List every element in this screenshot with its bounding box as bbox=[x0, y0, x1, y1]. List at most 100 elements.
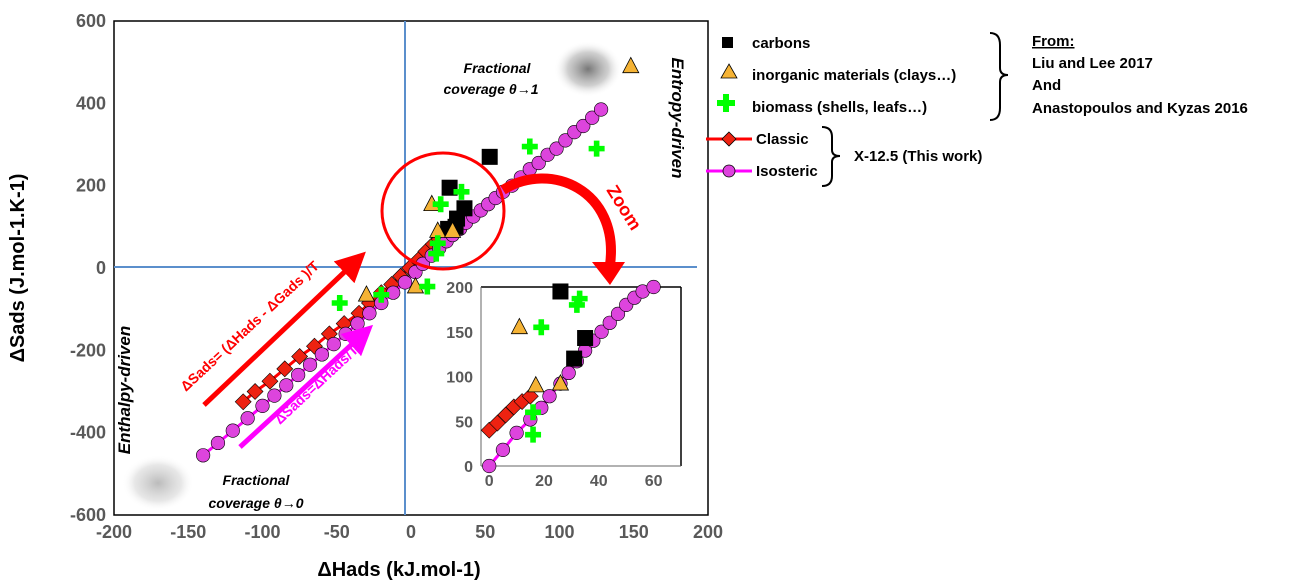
main-x-tick-label: 100 bbox=[544, 522, 574, 542]
inset-isosteric-point bbox=[495, 442, 511, 457]
inset-axis-ticks: 0 20 40 60 200 150 100 50 0 bbox=[446, 280, 662, 490]
main-isosteric-point bbox=[558, 133, 573, 148]
main-x-tick-label: 0 bbox=[406, 522, 416, 542]
inset-y-tick-label: 50 bbox=[455, 414, 473, 431]
inset-biomass-shells-leafs-point bbox=[568, 296, 585, 313]
main-x-tick-label: 50 bbox=[475, 522, 495, 542]
main-classic-point bbox=[261, 372, 279, 390]
main-biomass-shells-leafs-point bbox=[429, 235, 446, 252]
legend-icon-biomass bbox=[717, 94, 735, 112]
legend: carbons inorganic materials (clays…) bio… bbox=[706, 35, 956, 180]
this-work-bracket bbox=[821, 126, 841, 187]
legend-icon-isosteric bbox=[722, 164, 736, 178]
main-isosteric-point bbox=[196, 448, 211, 463]
inset-carbons-point bbox=[552, 283, 569, 300]
source-line-3: Anastopoulos and Kyzas 2016 bbox=[1032, 100, 1248, 117]
legend-icon-carbons bbox=[722, 37, 733, 48]
this-work-label: X-12.5 (This work) bbox=[854, 148, 982, 165]
main-x-tick-label: -200 bbox=[96, 522, 132, 542]
main-isosteric-point bbox=[585, 110, 600, 125]
main-x-tick-label: -150 bbox=[170, 522, 206, 542]
main-biomass-shells-leafs-point bbox=[419, 278, 436, 295]
inset-inorganic-materials-clays-point bbox=[510, 317, 529, 335]
inset-y-tick-label: 100 bbox=[446, 370, 473, 387]
classic-arrow bbox=[202, 251, 366, 407]
main-isosteric-point bbox=[362, 306, 377, 321]
legend-label-isosteric: Isosteric bbox=[756, 163, 818, 180]
y-axis-title: ΔSads (J.mol-1.K-1) bbox=[7, 174, 29, 363]
zoom-arrow bbox=[500, 173, 616, 266]
main-y-tick-label: 0 bbox=[96, 258, 106, 278]
main-y-tick-label: -200 bbox=[70, 340, 106, 360]
main-y-tick-label: 600 bbox=[76, 11, 106, 31]
inset-isosteric-point bbox=[646, 279, 661, 295]
main-isosteric-point bbox=[350, 316, 365, 331]
inset-carbons-point bbox=[566, 350, 583, 367]
main-classic-point bbox=[234, 393, 252, 411]
entropy-driven-label: Entropy-driven bbox=[668, 58, 687, 179]
main-isosteric-point bbox=[326, 337, 341, 352]
frac1-line1: Fractional bbox=[464, 60, 532, 76]
main-biomass-shells-leafs-point bbox=[331, 294, 348, 311]
inset-y-tick-label: 200 bbox=[446, 280, 473, 297]
inset-isosteric-point bbox=[561, 365, 576, 381]
main-isosteric-point bbox=[302, 357, 318, 372]
low-coverage-blob bbox=[122, 455, 194, 511]
inset-series-group bbox=[480, 279, 661, 474]
main-series-group bbox=[196, 56, 640, 463]
main-biomass-shells-leafs-point bbox=[588, 140, 605, 157]
main-isosteric-point bbox=[255, 398, 270, 414]
main-x-tick-label: 150 bbox=[619, 522, 649, 542]
inset-x-tick-label: 20 bbox=[535, 473, 553, 490]
main-isosteric-point bbox=[576, 118, 591, 134]
zoom-circle bbox=[380, 151, 506, 271]
main-y-tick-label: 400 bbox=[76, 93, 106, 113]
source-line-2: And bbox=[1032, 77, 1061, 94]
isosteric-arrow bbox=[238, 324, 374, 449]
inset-isosteric-point bbox=[594, 324, 609, 339]
main-classic-point bbox=[291, 348, 309, 365]
inset-isosteric-point bbox=[542, 389, 557, 404]
source-line-1: Liu and Lee 2017 bbox=[1032, 55, 1153, 72]
inset-biomass-shells-leafs-point bbox=[525, 404, 542, 421]
main-x-tick-label: -100 bbox=[244, 522, 280, 542]
main-isosteric-point bbox=[593, 102, 609, 117]
frac1-line2: coverage θ→1 bbox=[444, 81, 539, 97]
main-isosteric-point bbox=[279, 378, 294, 393]
main-axis-ticks: -200 -150 -100 -50 0 50 100 150 2006004002000-20… bbox=[70, 11, 723, 542]
main-y-tick-label: -600 bbox=[70, 505, 106, 525]
main-isosteric-point bbox=[314, 347, 330, 362]
inset-x-tick-label: 0 bbox=[485, 473, 494, 490]
main-biomass-shells-leafs-point bbox=[521, 138, 538, 155]
inset-isosteric-point bbox=[509, 425, 524, 440]
main-biomass-shells-leafs-point bbox=[428, 245, 445, 262]
main-isosteric-point bbox=[240, 411, 255, 426]
frac0-line2: coverage θ→0 bbox=[209, 495, 304, 511]
main-isosteric-point bbox=[397, 275, 413, 290]
source-bracket bbox=[989, 32, 1009, 121]
main-classic-point bbox=[276, 360, 294, 378]
inset-carbons-point bbox=[577, 330, 594, 347]
high-coverage-blob bbox=[554, 41, 622, 97]
main-biomass-shells-leafs-point bbox=[432, 196, 449, 213]
main-inorganic-materials-clays-point bbox=[357, 285, 376, 302]
inset-biomass-shells-leafs-point bbox=[525, 426, 542, 443]
main-isosteric-point bbox=[267, 388, 282, 403]
frac0-line1: Fractional bbox=[223, 472, 291, 488]
main-classic-point bbox=[246, 383, 264, 400]
main-isosteric-point bbox=[338, 326, 353, 341]
main-x-tick-label: -50 bbox=[324, 522, 350, 542]
main-inorganic-materials-clays-point bbox=[622, 56, 640, 74]
main-isosteric-point bbox=[291, 367, 306, 383]
legend-label-inorganic: inorganic materials (clays…) bbox=[752, 67, 956, 84]
main-y-tick-label: -400 bbox=[70, 423, 106, 443]
legend-icon-classic bbox=[721, 131, 737, 147]
main-inorganic-materials-clays-point bbox=[443, 221, 462, 238]
main-y-tick-label: 200 bbox=[76, 176, 106, 196]
inset-biomass-shells-leafs-point bbox=[533, 319, 550, 336]
legend-label-carbons: carbons bbox=[752, 35, 810, 52]
inset-y-tick-label: 150 bbox=[446, 325, 473, 342]
inset-inorganic-materials-clays-point bbox=[527, 375, 545, 393]
main-carbons-point bbox=[456, 200, 473, 217]
